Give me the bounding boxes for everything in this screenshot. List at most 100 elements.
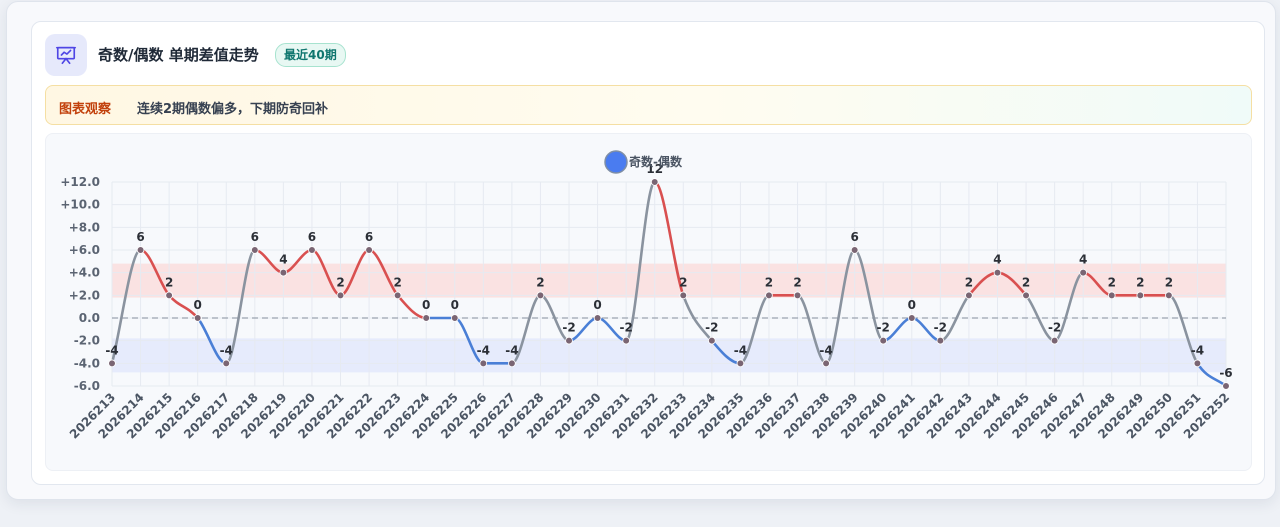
data-label: 0 <box>422 298 430 312</box>
data-point <box>793 291 802 300</box>
data-label: 2 <box>1165 275 1173 289</box>
data-label: 6 <box>136 230 144 244</box>
data-label: 2 <box>965 275 973 289</box>
series-line-segment <box>853 248 885 342</box>
data-point <box>508 359 516 368</box>
y-tick-label: -4.0 <box>74 356 100 370</box>
observation-label: 图表观察 <box>59 102 112 117</box>
data-point <box>1050 336 1059 345</box>
chart-card: 奇数/偶数 单期差值走势 最近40期 图表观察 连续2期偶数偏多，下期防奇回补 … <box>31 21 1265 485</box>
data-point <box>193 314 202 322</box>
data-label: 0 <box>451 298 459 312</box>
series-line-segment <box>653 180 685 297</box>
series-line-segment <box>824 248 856 365</box>
page-container: 奇数/偶数 单期差值走势 最近40期 图表观察 连续2期偶数偏多，下期防奇回补 … <box>6 1 1276 500</box>
data-label: -4 <box>105 343 118 357</box>
y-tick-label: +10.0 <box>60 198 100 212</box>
y-tick-label: +8.0 <box>69 220 100 234</box>
data-point <box>1222 382 1230 390</box>
presentation-chart-icon <box>45 34 87 76</box>
data-point <box>479 359 488 368</box>
data-point <box>1136 291 1145 300</box>
data-label: 2 <box>336 275 344 289</box>
data-point <box>222 359 231 368</box>
data-label: -2 <box>619 321 632 335</box>
y-tick-label: +6.0 <box>69 243 100 257</box>
data-label: 2 <box>165 275 173 289</box>
data-point <box>536 291 545 300</box>
legend-label: 奇数-偶数 <box>629 154 683 169</box>
data-label: 2 <box>1022 275 1030 289</box>
data-point <box>108 359 116 368</box>
data-label: -4 <box>734 343 747 357</box>
data-label: -2 <box>877 321 890 335</box>
data-point <box>822 359 830 368</box>
y-tick-label: -2.0 <box>74 334 100 348</box>
data-point <box>336 291 345 300</box>
data-point <box>765 291 773 300</box>
data-label: 0 <box>194 298 202 312</box>
y-tick-label: 0.0 <box>79 311 100 325</box>
data-point <box>965 291 973 300</box>
data-label: 6 <box>251 230 259 244</box>
series-line-segment <box>110 248 142 365</box>
data-label: 2 <box>679 275 687 289</box>
data-label: 2 <box>1108 275 1116 289</box>
period-badge: 最近40期 <box>275 43 346 67</box>
data-point <box>393 291 402 300</box>
data-point <box>879 336 888 345</box>
data-label: -6 <box>1219 366 1232 380</box>
y-tick-label: -6.0 <box>74 379 100 393</box>
legend-marker <box>604 150 628 174</box>
data-point <box>136 246 145 254</box>
data-point <box>365 246 373 254</box>
data-label: 4 <box>993 253 1001 267</box>
data-label: 2 <box>793 275 801 289</box>
data-label: -4 <box>505 343 518 357</box>
observation-text: 连续2期偶数偏多，下期防奇回补 <box>137 102 329 117</box>
data-point <box>1107 291 1116 300</box>
chart-area: +12.0 +10.0 +8.0 +6.0 +4.0 +2.0 0.0 -2.0 -4.0 -6.… <box>45 133 1252 471</box>
data-point <box>1165 291 1173 300</box>
data-label: 0 <box>593 298 601 312</box>
low-range-band <box>112 338 1226 373</box>
data-label: -4 <box>819 343 832 357</box>
data-label: 2 <box>1136 275 1144 289</box>
y-tick-label: +4.0 <box>69 266 100 280</box>
data-point <box>1079 268 1087 277</box>
data-point <box>736 359 745 368</box>
data-point <box>850 246 859 254</box>
data-point <box>907 314 916 322</box>
data-label: 2 <box>536 275 544 289</box>
y-tick-label: +2.0 <box>69 288 100 302</box>
data-point <box>422 314 431 322</box>
data-label: 12 <box>646 162 663 176</box>
data-label: 2 <box>765 275 773 289</box>
data-label: -4 <box>477 343 490 357</box>
data-label: 0 <box>908 298 916 312</box>
data-label: 2 <box>393 275 401 289</box>
data-label: -2 <box>705 321 718 335</box>
data-point <box>679 291 688 300</box>
data-point <box>993 268 1002 277</box>
data-point <box>308 246 316 254</box>
data-point <box>1193 359 1202 368</box>
series-line-segment <box>224 248 257 365</box>
data-point <box>450 314 459 322</box>
data-point <box>622 336 630 345</box>
data-label: 4 <box>279 253 287 267</box>
data-point <box>650 178 659 186</box>
line-chart: +12.0 +10.0 +8.0 +6.0 +4.0 +2.0 0.0 -2.0 -4.0 -6.… <box>60 150 1233 441</box>
data-point <box>565 336 573 345</box>
data-point <box>251 246 259 254</box>
data-label: -2 <box>562 321 575 335</box>
data-point <box>593 314 602 322</box>
chart-title: 奇数/偶数 单期差值走势 <box>98 46 259 64</box>
data-label: 4 <box>1079 253 1087 267</box>
observation-banner: 图表观察 连续2期偶数偏多，下期防奇回补 <box>45 85 1252 125</box>
data-point <box>708 336 716 345</box>
data-label: -4 <box>220 343 233 357</box>
data-label: 6 <box>365 230 373 244</box>
y-tick-label: +12.0 <box>60 175 100 189</box>
data-label: -2 <box>934 321 947 335</box>
